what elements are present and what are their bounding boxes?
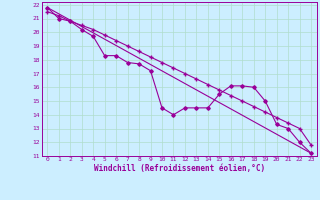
X-axis label: Windchill (Refroidissement éolien,°C): Windchill (Refroidissement éolien,°C)	[94, 164, 265, 173]
